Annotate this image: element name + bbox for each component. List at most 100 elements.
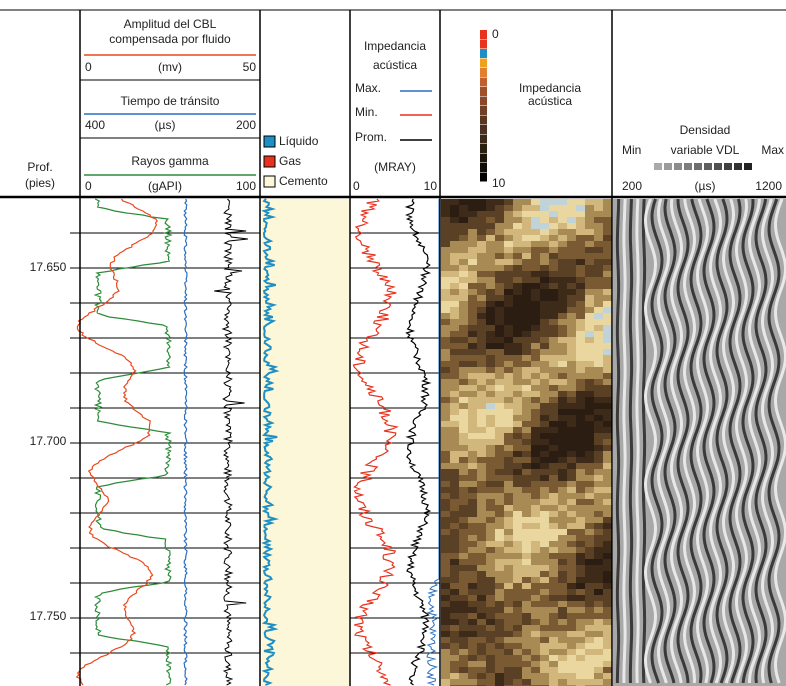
image-cell <box>531 493 540 499</box>
image-cell <box>441 433 450 439</box>
image-cell <box>486 337 495 343</box>
image-cell <box>468 217 477 223</box>
image-cell <box>450 427 459 433</box>
image-cell <box>567 355 576 361</box>
image-cell <box>540 277 549 283</box>
image-cell <box>576 679 585 685</box>
image-cell <box>549 577 558 583</box>
image-cell <box>468 403 477 409</box>
image-cell <box>567 577 576 583</box>
image-cell <box>504 397 513 403</box>
image-cell <box>531 391 540 397</box>
image-cell <box>468 283 477 289</box>
image-cell <box>468 649 477 655</box>
image-cell <box>549 205 558 211</box>
image-cell <box>468 253 477 259</box>
image-cell <box>585 547 594 553</box>
image-cell <box>441 673 450 679</box>
image-cell <box>522 265 531 271</box>
image-cell <box>459 391 468 397</box>
vdl-scale-cell <box>724 163 732 170</box>
vdl-scale-cell <box>654 163 662 170</box>
image-cell <box>585 211 594 217</box>
image-cell <box>459 313 468 319</box>
image-cell <box>504 529 513 535</box>
image-cell <box>576 589 585 595</box>
image-cell <box>549 601 558 607</box>
image-cell <box>513 385 522 391</box>
image-cell <box>441 487 450 493</box>
image-cell <box>567 595 576 601</box>
image-cell <box>594 229 603 235</box>
image-cell <box>513 601 522 607</box>
image-cell <box>441 277 450 283</box>
image-cell <box>531 595 540 601</box>
image-cell <box>549 631 558 637</box>
image-cell <box>450 619 459 625</box>
image-cell <box>603 595 612 601</box>
image-cell <box>450 673 459 679</box>
image-cell <box>603 607 612 613</box>
image-cell <box>558 421 567 427</box>
image-cell <box>477 433 486 439</box>
image-cell <box>558 289 567 295</box>
image-cell <box>477 289 486 295</box>
image-cell <box>567 319 576 325</box>
image-cell <box>558 487 567 493</box>
image-cell <box>504 619 513 625</box>
image-cell <box>477 241 486 247</box>
image-cell <box>459 631 468 637</box>
image-cell <box>603 337 612 343</box>
image-cell <box>468 349 477 355</box>
image-cell <box>495 367 504 373</box>
depth-unit: (pies) <box>25 176 55 190</box>
image-cell <box>477 667 486 673</box>
image-cell <box>522 637 531 643</box>
image-cell <box>540 661 549 667</box>
image-cell <box>603 211 612 217</box>
vdl-stripe <box>617 199 618 683</box>
image-cell <box>549 457 558 463</box>
image-cell <box>594 265 603 271</box>
image-cell <box>468 607 477 613</box>
image-cell <box>477 253 486 259</box>
image-cell <box>459 541 468 547</box>
image-cell <box>477 631 486 637</box>
image-cell <box>513 625 522 631</box>
image-cell <box>477 283 486 289</box>
image-cell <box>459 511 468 517</box>
image-cell <box>441 211 450 217</box>
image-cell <box>468 445 477 451</box>
image-cell <box>549 481 558 487</box>
imp-title: acústica <box>373 58 417 72</box>
image-cell <box>603 505 612 511</box>
avg-curve <box>407 199 430 685</box>
image-cell <box>531 247 540 253</box>
image-cell <box>441 667 450 673</box>
image-cell <box>540 289 549 295</box>
image-cell <box>450 661 459 667</box>
image-cell <box>603 289 612 295</box>
image-cell <box>540 301 549 307</box>
image-cell <box>531 217 540 223</box>
image-cell <box>585 541 594 547</box>
scale-bottom: 10 <box>492 176 506 190</box>
image-cell <box>522 259 531 265</box>
image-cell <box>567 487 576 493</box>
image-cell <box>576 301 585 307</box>
image-cell <box>540 451 549 457</box>
image-cell <box>513 409 522 415</box>
image-cell <box>585 619 594 625</box>
image-cell <box>603 469 612 475</box>
image-cell <box>558 397 567 403</box>
image-cell <box>594 367 603 373</box>
image-cell <box>585 487 594 493</box>
image-cell <box>477 643 486 649</box>
image-cell <box>594 607 603 613</box>
image-cell <box>441 619 450 625</box>
image-cell <box>477 379 486 385</box>
image-cell <box>594 451 603 457</box>
image-cell <box>576 481 585 487</box>
image-cell <box>540 529 549 535</box>
image-cell <box>558 223 567 229</box>
